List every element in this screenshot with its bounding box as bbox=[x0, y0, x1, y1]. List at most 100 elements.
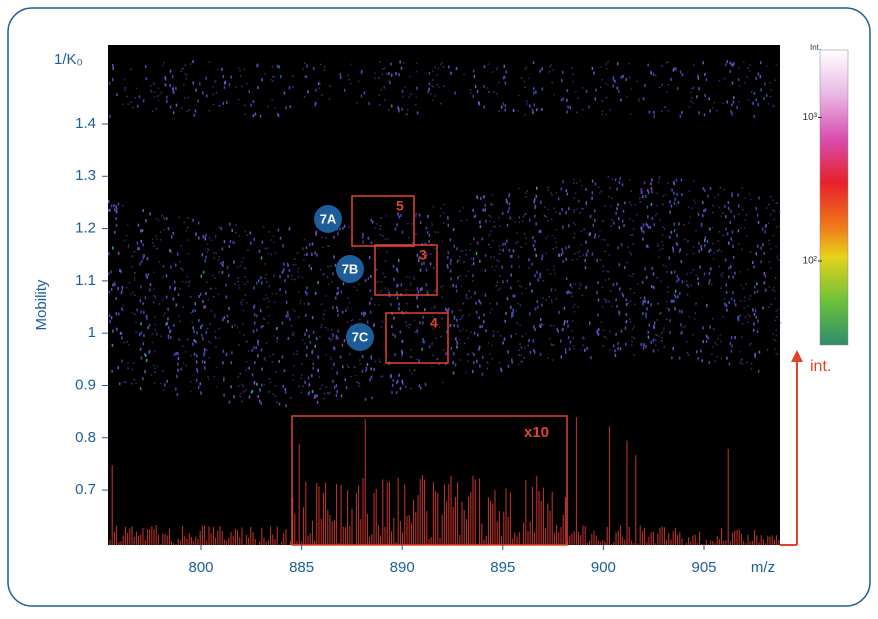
heatmap-pixel bbox=[546, 216, 548, 218]
heatmap-pixel bbox=[256, 282, 258, 285]
region-count: 3 bbox=[419, 247, 427, 263]
heatmap-pixel bbox=[738, 318, 740, 321]
heatmap-pixel bbox=[752, 261, 754, 264]
heatmap-pixel bbox=[659, 313, 661, 315]
heatmap-pixel bbox=[520, 346, 522, 348]
heatmap-pixel bbox=[518, 241, 520, 243]
heatmap-pixel bbox=[257, 340, 259, 343]
heatmap-pixel bbox=[710, 109, 712, 112]
heatmap-pixel bbox=[373, 324, 375, 327]
heatmap-pixel bbox=[774, 348, 776, 350]
heatmap-pixel bbox=[510, 286, 512, 289]
heatmap-pixel bbox=[266, 343, 268, 345]
heatmap-pixel bbox=[742, 188, 744, 190]
heatmap-pixel bbox=[305, 75, 307, 78]
heatmap-pixel bbox=[440, 208, 442, 210]
heatmap-pixel bbox=[323, 314, 325, 316]
heatmap-pixel bbox=[352, 249, 354, 251]
heatmap-pixel bbox=[269, 378, 271, 380]
heatmap-pixel bbox=[262, 241, 264, 244]
heatmap-pixel bbox=[769, 286, 771, 288]
heatmap-pixel bbox=[770, 214, 772, 216]
heatmap-pixel bbox=[488, 244, 490, 246]
heatmap-pixel bbox=[239, 287, 241, 289]
heatmap-pixel bbox=[388, 80, 390, 82]
heatmap-pixel bbox=[173, 111, 175, 114]
heatmap-pixel bbox=[532, 236, 534, 239]
heatmap-pixel bbox=[465, 372, 467, 374]
heatmap-pixel bbox=[146, 77, 148, 80]
heatmap-pixel bbox=[647, 64, 649, 67]
heatmap-pixel bbox=[650, 226, 652, 229]
heatmap-pixel bbox=[212, 86, 214, 88]
heatmap-pixel bbox=[330, 339, 332, 341]
heatmap-pixel bbox=[558, 197, 560, 200]
heatmap-pixel bbox=[747, 314, 749, 316]
heatmap-pixel bbox=[486, 361, 488, 363]
heatmap-pixel bbox=[740, 301, 742, 303]
heatmap-pixel bbox=[349, 302, 351, 304]
heatmap-pixel bbox=[235, 232, 237, 234]
heatmap-pixel bbox=[725, 63, 727, 66]
x-label: m/z bbox=[751, 559, 775, 576]
heatmap-pixel bbox=[584, 349, 586, 352]
heatmap-pixel bbox=[408, 327, 410, 329]
heatmap-pixel bbox=[723, 298, 725, 300]
heatmap-pixel bbox=[483, 320, 485, 323]
heatmap-pixel bbox=[415, 216, 417, 218]
heatmap-pixel bbox=[485, 204, 487, 207]
heatmap-pixel bbox=[655, 75, 657, 77]
heatmap-pixel bbox=[511, 274, 513, 277]
heatmap-pixel bbox=[306, 354, 308, 357]
heatmap-pixel bbox=[254, 322, 256, 325]
heatmap-pixel bbox=[466, 330, 468, 332]
heatmap-pixel bbox=[402, 90, 404, 93]
heatmap-pixel bbox=[293, 365, 295, 367]
heatmap-pixel bbox=[306, 346, 308, 349]
heatmap-pixel bbox=[261, 78, 263, 81]
heatmap-pixel bbox=[511, 265, 513, 268]
heatmap-pixel bbox=[266, 281, 268, 283]
heatmap-pixel bbox=[556, 192, 558, 194]
heatmap-pixel bbox=[730, 210, 732, 213]
heatmap-pixel bbox=[280, 75, 282, 78]
heatmap-pixel bbox=[629, 252, 631, 254]
heatmap-pixel bbox=[247, 249, 249, 251]
heatmap-pixel bbox=[577, 307, 579, 309]
heatmap-pixel bbox=[336, 337, 338, 340]
heatmap-pixel bbox=[606, 299, 608, 301]
heatmap-pixel bbox=[183, 84, 185, 86]
heatmap-pixel bbox=[770, 96, 772, 98]
heatmap-pixel bbox=[731, 345, 733, 348]
heatmap-pixel bbox=[265, 360, 267, 362]
heatmap-pixel bbox=[335, 297, 337, 300]
heatmap-pixel bbox=[633, 273, 635, 275]
heatmap-pixel bbox=[725, 228, 727, 231]
heatmap-pixel bbox=[671, 231, 673, 234]
heatmap-pixel bbox=[311, 253, 313, 256]
heatmap-pixel bbox=[470, 297, 472, 299]
heatmap-pixel bbox=[717, 194, 719, 196]
heatmap-pixel bbox=[682, 280, 684, 283]
heatmap-pixel bbox=[626, 78, 628, 81]
heatmap-pixel bbox=[268, 106, 270, 108]
heatmap-pixel bbox=[141, 240, 143, 243]
heatmap-pixel bbox=[315, 233, 317, 236]
heatmap-pixel bbox=[728, 207, 730, 210]
heatmap-pixel bbox=[315, 292, 317, 295]
heatmap-pixel bbox=[262, 326, 264, 328]
heatmap-pixel bbox=[665, 266, 667, 268]
heatmap-pixel bbox=[128, 247, 130, 249]
heatmap-pixel bbox=[272, 66, 274, 68]
heatmap-pixel bbox=[493, 334, 495, 336]
heatmap-pixel bbox=[661, 340, 663, 342]
heatmap-pixel bbox=[253, 238, 255, 241]
heatmap-pixel bbox=[364, 312, 366, 315]
heatmap-pixel bbox=[243, 391, 245, 393]
heatmap-pixel bbox=[459, 256, 461, 258]
heatmap-pixel bbox=[451, 310, 453, 313]
heatmap-pixel bbox=[589, 322, 591, 325]
heatmap-pixel bbox=[569, 348, 571, 351]
heatmap-pixel bbox=[711, 353, 713, 355]
heatmap-pixel bbox=[490, 247, 492, 249]
